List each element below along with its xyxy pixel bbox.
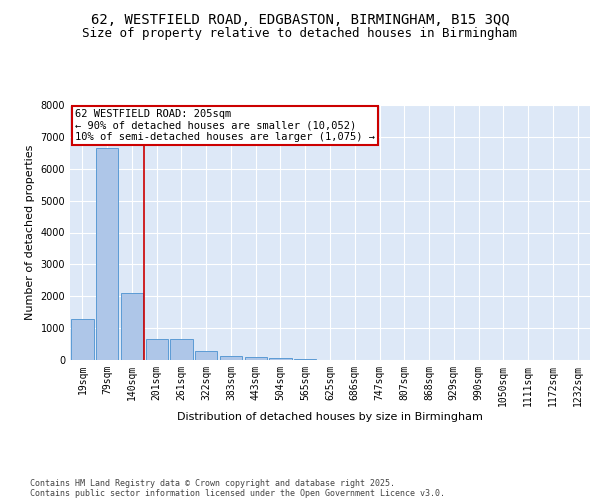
Bar — [170, 340, 193, 360]
X-axis label: Distribution of detached houses by size in Birmingham: Distribution of detached houses by size … — [177, 412, 483, 422]
Text: Contains HM Land Registry data © Crown copyright and database right 2025.: Contains HM Land Registry data © Crown c… — [30, 478, 395, 488]
Bar — [195, 351, 217, 360]
Text: Contains public sector information licensed under the Open Government Licence v3: Contains public sector information licen… — [30, 488, 445, 498]
Text: 62, WESTFIELD ROAD, EDGBASTON, BIRMINGHAM, B15 3QQ: 62, WESTFIELD ROAD, EDGBASTON, BIRMINGHA… — [91, 12, 509, 26]
Bar — [220, 356, 242, 360]
Bar — [96, 148, 118, 360]
Text: 62 WESTFIELD ROAD: 205sqm
← 90% of detached houses are smaller (10,052)
10% of s: 62 WESTFIELD ROAD: 205sqm ← 90% of detac… — [75, 109, 375, 142]
Bar — [269, 358, 292, 360]
Bar — [245, 357, 267, 360]
Bar — [294, 359, 316, 360]
Bar — [71, 318, 94, 360]
Bar — [121, 293, 143, 360]
Bar — [146, 340, 168, 360]
Text: Size of property relative to detached houses in Birmingham: Size of property relative to detached ho… — [83, 28, 517, 40]
Y-axis label: Number of detached properties: Number of detached properties — [25, 145, 35, 320]
